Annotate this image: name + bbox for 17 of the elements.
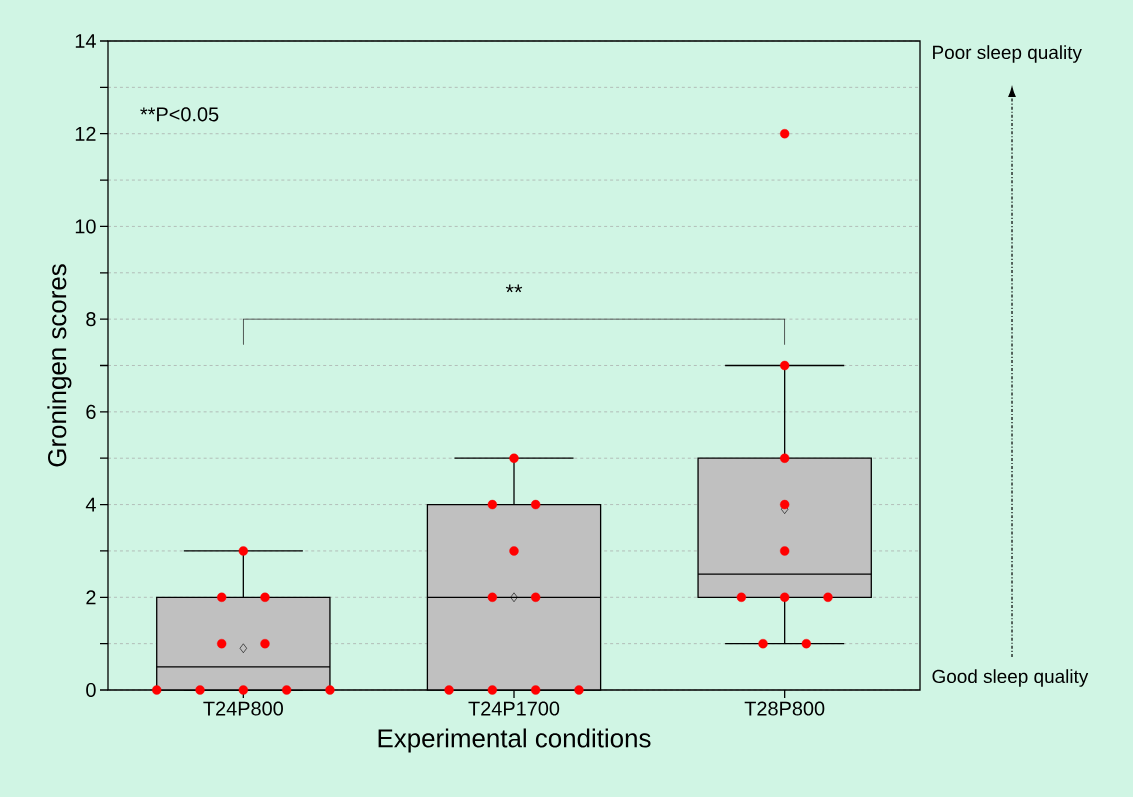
text: Good sleep quality xyxy=(932,669,1089,687)
annotation: **P<0.05 xyxy=(140,107,219,122)
y-axis-title: Groningen scores xyxy=(47,264,72,467)
x-tick-label: T24P800 xyxy=(203,701,283,716)
text: Poor sleep quality xyxy=(933,45,1082,63)
y-tick-label: 4 xyxy=(85,497,96,512)
y-tick-label: 0 xyxy=(86,682,96,698)
x-axis-title: Experimental conditions xyxy=(378,728,651,753)
y-tick-label: 2 xyxy=(86,590,96,605)
y-tick-label: 10 xyxy=(75,219,96,234)
annotation: ** xyxy=(505,284,523,293)
y-tick-label: 14 xyxy=(75,34,96,48)
y-tick-label: 12 xyxy=(75,126,96,141)
y-tick-label: 8 xyxy=(86,312,96,327)
x-tick-label: T28P800 xyxy=(744,701,825,716)
x-tick-label: T24P1700 xyxy=(468,701,560,716)
y-tick-label: 6 xyxy=(86,404,96,419)
